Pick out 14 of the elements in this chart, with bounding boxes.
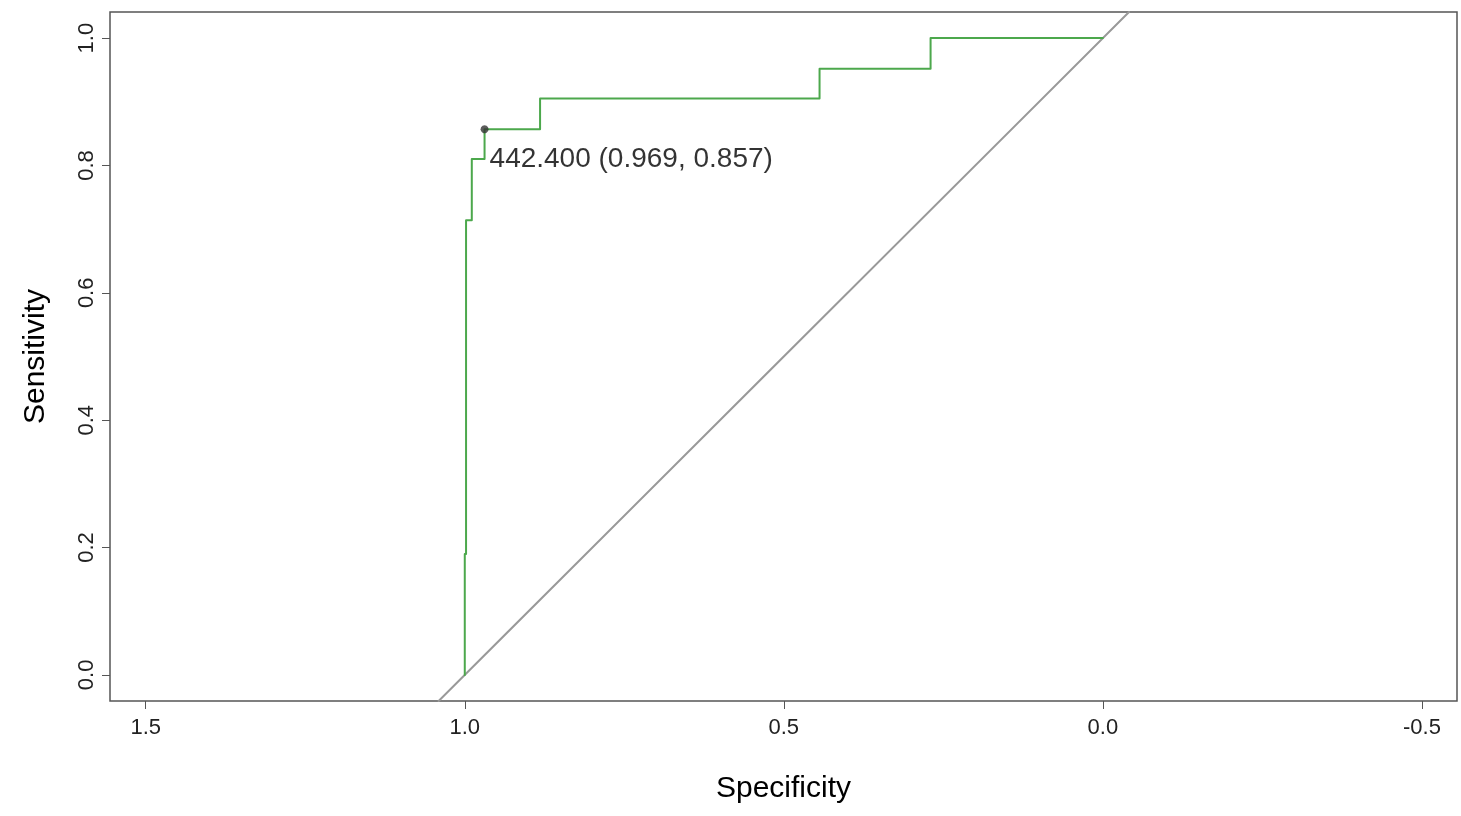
y-axis-title: Sensitivity xyxy=(16,288,50,425)
y-tick-label: 0.0 xyxy=(72,659,98,691)
y-tick-label: 0.8 xyxy=(72,150,98,181)
x-axis-title: Specificity xyxy=(715,769,852,803)
annotation: 442.400 (0.969, 0.857) xyxy=(489,141,773,173)
x-tick-label: -0.5 xyxy=(1402,713,1441,739)
x-tick-label: 1.0 xyxy=(449,713,481,739)
y-tick-label: 0.6 xyxy=(72,277,98,309)
x-tick-label: 1.5 xyxy=(130,713,162,739)
x-tick-label: 0.5 xyxy=(768,713,800,739)
y-tick-label: 0.4 xyxy=(72,404,98,436)
y-tick-label: 1.0 xyxy=(72,22,98,54)
y-tick-label: 0.2 xyxy=(72,532,98,563)
x-tick-label: 0.0 xyxy=(1087,713,1119,739)
